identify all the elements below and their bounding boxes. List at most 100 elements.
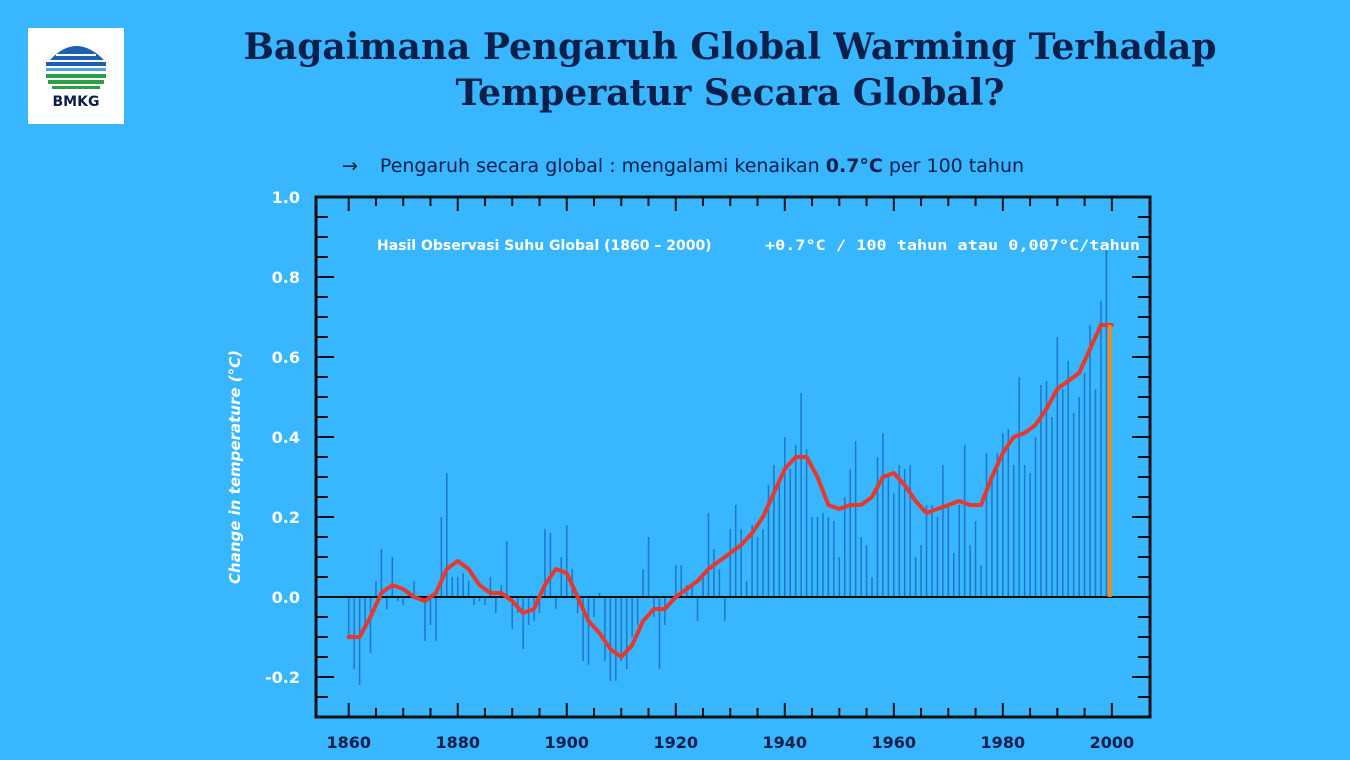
bar [478,597,481,601]
bar [985,453,988,597]
title-line-1: Bagaimana Pengaruh Global Warming Terhad… [243,26,1217,68]
bar [963,445,966,597]
bar [822,513,824,597]
bar [876,457,879,597]
bar [347,597,350,637]
bar [511,597,513,629]
annotation-left: Hasil Observasi Suhu Global (1860 – 2000… [377,238,712,254]
bar [506,541,508,597]
bmkg-emblem-icon [46,46,106,89]
bar [369,597,372,653]
bar [1018,377,1020,597]
bar [440,517,443,597]
bar [1072,413,1075,597]
subtitle-suffix: per 100 tahun [888,155,1025,177]
bar [947,505,950,597]
bar [484,597,486,605]
bar [1105,249,1108,597]
bar [860,537,862,597]
logo-text: BMKG [52,94,100,110]
bar [598,593,601,597]
bar [789,469,791,597]
bar [386,597,388,609]
bar [936,517,939,597]
bar [713,549,715,597]
x-tick-label: 1880 [435,733,480,752]
bar [1034,437,1037,597]
bar [565,525,568,597]
bar [903,469,906,597]
bar [413,581,415,597]
y-tick-label: 0.8 [272,268,300,287]
bar [914,557,917,597]
x-tick-label: 1960 [872,733,917,752]
subtitle-highlight: 0.7°C [825,155,883,177]
page-title: Bagaimana Pengaruh Global Warming Terhad… [180,24,1280,116]
bar [615,597,617,681]
bar [587,597,590,665]
subtitle: → Pengaruh secara global : mengalami kena… [342,155,1024,177]
bar [364,597,366,629]
bar [653,597,655,617]
bar [898,465,901,597]
bar [593,597,595,617]
bar [462,573,464,597]
bar [380,549,383,597]
plot-frame [314,195,1152,719]
bar [980,565,982,597]
bar [1089,325,1091,597]
bar [604,597,606,661]
bar [1045,381,1048,597]
bar [702,573,704,597]
bar [446,473,448,597]
bar [756,537,759,597]
bmkg-logo: BMKG [28,28,124,124]
bar [953,553,955,597]
bar [773,465,775,597]
bar [920,545,922,597]
bar [402,597,404,605]
bar [838,557,841,597]
bar [909,465,911,597]
bar [745,581,748,597]
x-tick-label: 1900 [544,733,589,752]
bar [893,493,895,597]
bar [1083,373,1086,597]
bar [827,517,830,597]
bar [1012,465,1015,597]
bar [631,597,633,637]
bar [642,569,644,597]
annotation-right: +0.7°C / 100 tahun atau 0,007°C/tahun [765,238,1140,254]
bar [865,545,868,597]
x-tick-label: 1860 [326,733,371,752]
bar [451,577,454,597]
bar [620,597,623,661]
x-tick-label: 1980 [981,733,1026,752]
bar [495,597,497,613]
x-tick-label: 1920 [653,733,698,752]
bar [435,597,437,641]
bar [625,597,628,669]
bar [429,597,432,625]
bar [843,497,846,597]
bar [609,597,612,681]
y-tick-label: 0.6 [272,348,300,367]
bar [958,505,960,597]
bar [1100,301,1102,597]
bar [1062,389,1064,597]
bar [582,597,584,661]
y-tick-label: 0.2 [272,508,300,527]
bar [767,485,770,597]
bar [636,597,639,625]
bar [805,449,808,597]
bar [882,433,884,597]
bar [456,577,459,597]
bar [1040,385,1042,597]
bar [489,577,492,597]
bar [560,557,563,597]
bar [1078,397,1080,597]
arrow-icon: → [342,155,358,177]
subtitle-prefix: Pengaruh secara global : mengalami kenai… [379,155,820,177]
bar [794,445,797,597]
